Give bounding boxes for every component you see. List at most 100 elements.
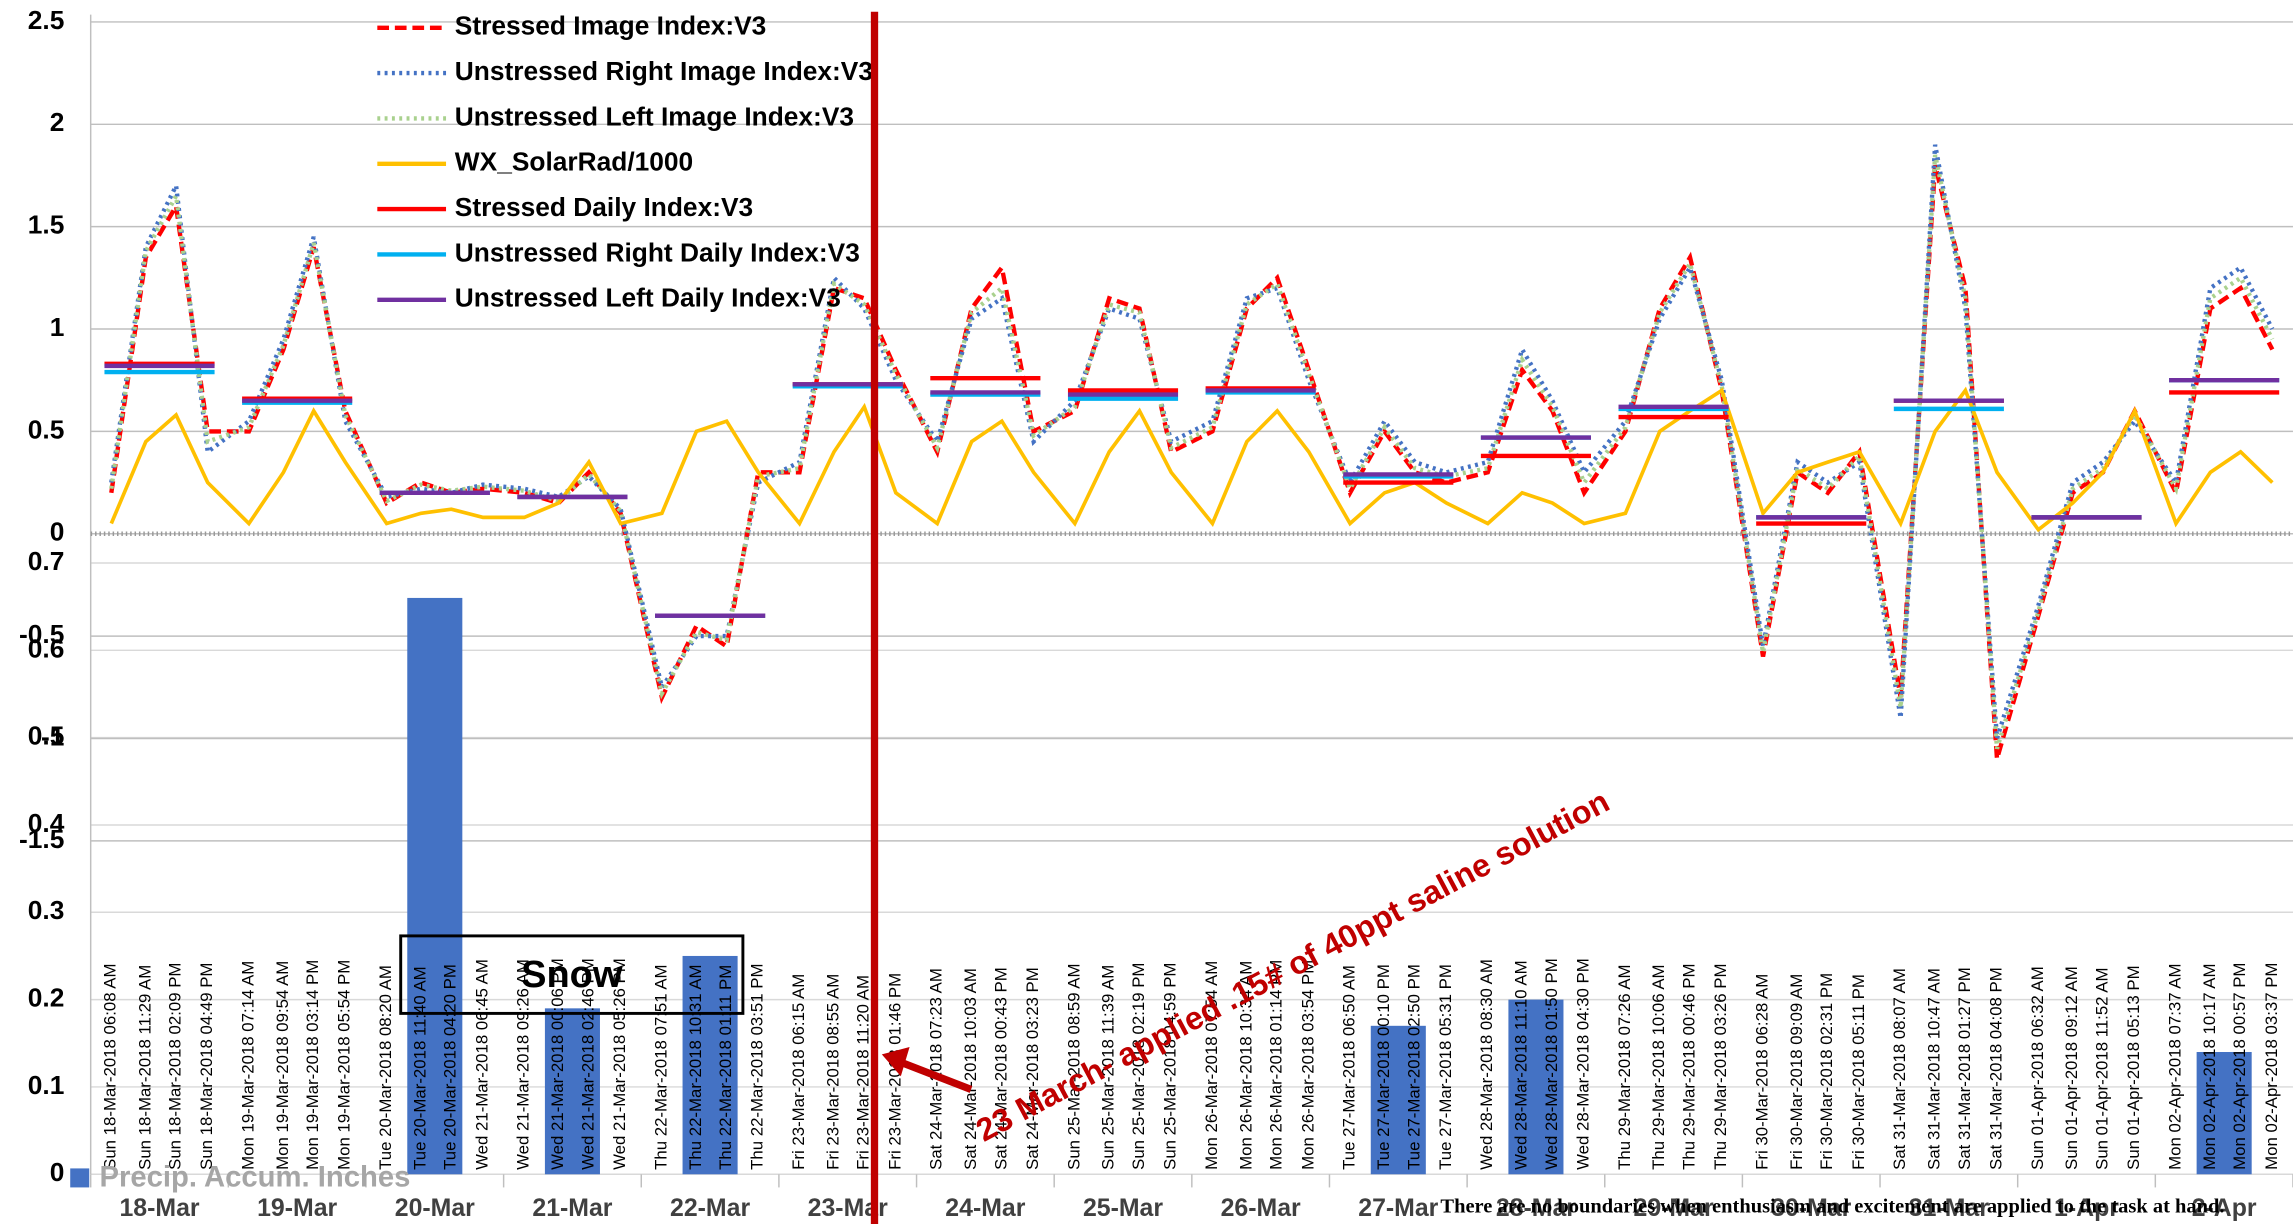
x-day-label: 20-Mar (395, 1195, 475, 1222)
arrow-shaft (898, 1058, 973, 1093)
footer: There are no boundaries when enthusiasm … (1440, 1196, 2224, 1218)
y2-tick-label: 0.2 (28, 983, 65, 1013)
x-tick-label: Fri 23-Mar-2018 01:46 PM (885, 973, 904, 1170)
x-tick-label: Sat 24-Mar-2018 00:43 PM (991, 967, 1010, 1170)
x-tick-label: Mon 26-Mar-2018 01:14 PM (1267, 960, 1286, 1170)
x-tick-label: Thu 22-Mar-2018 01:11 PM (716, 965, 735, 1170)
x-tick-label: Mon 26-Mar-2018 03:54 PM (1298, 960, 1317, 1170)
x-tick-label: Sat 24-Mar-2018 03:23 PM (1023, 967, 1042, 1170)
x-tick-label: Fri 23-Mar-2018 06:15 AM (789, 974, 808, 1170)
x-tick-label: Wed 28-Mar-2018 04:30 PM (1574, 958, 1593, 1170)
series-line (109, 164, 2275, 760)
x-tick-label: Thu 29-Mar-2018 07:26 AM (1615, 964, 1634, 1169)
legend-label: WX_SolarRad/1000 (455, 147, 693, 177)
arrow-head (881, 1047, 910, 1077)
y-tick-label: 2 (50, 107, 65, 137)
x-tick-label: Mon 19-Mar-2018 07:14 AM (238, 961, 257, 1170)
y2-tick-label: 0.3 (28, 895, 65, 925)
legend-label: Unstressed Left Daily Index:V3 (455, 283, 841, 313)
x-tick-label: Sun 01-Apr-2018 09:12 AM (2062, 966, 2081, 1170)
y-tick-label: 1 (50, 312, 65, 342)
x-day-label: 29-Mar (1634, 1195, 1714, 1222)
x-tick-label: Sat 31-Mar-2018 10:47 AM (1925, 968, 1944, 1170)
x-tick-label: Thu 29-Mar-2018 10:06 AM (1649, 964, 1668, 1169)
x-tick-label: Mon 02-Apr-2018 00:57 PM (2230, 963, 2249, 1170)
x-tick-label: Sun 18-Mar-2018 04:49 PM (197, 963, 216, 1170)
x-day-label: 22-Mar (670, 1195, 750, 1222)
legend-label: Stressed Daily Index:V3 (455, 192, 753, 222)
y-tick-label: 0.5 (28, 414, 65, 444)
y-tick-label: -0.5 (19, 619, 64, 649)
y-tick-label: 0 (50, 517, 65, 547)
x-tick-label: Sun 25-Mar-2018 04:59 PM (1161, 963, 1180, 1170)
bar (544, 1008, 600, 1175)
x-tick-label: Thu 22-Mar-2018 10:31 AM (686, 964, 705, 1169)
x-tick-label: Mon 02-Apr-2018 10:17 AM (2200, 964, 2219, 1170)
x-tick-label: Fri 23-Mar-2018 08:55 AM (823, 974, 842, 1170)
x-day-label: 21-Mar (532, 1195, 612, 1222)
x-tick-label: Tue 27-Mar-2018 00:10 PM (1374, 964, 1393, 1170)
x-tick-label: Wed 21-Mar-2018 02:46 PM (578, 958, 597, 1170)
x-tick-label: Tue 27-Mar-2018 06:50 AM (1339, 965, 1358, 1170)
x-tick-label: Sun 25-Mar-2018 11:39 AM (1099, 965, 1118, 1170)
x-tick-label: Sat 24-Mar-2018 07:23 AM (927, 968, 946, 1170)
bar (1508, 999, 1564, 1175)
x-tick-label: Wed 21-Mar-2018 00:06 PM (548, 958, 567, 1170)
x-tick-label: Wed 28-Mar-2018 11:10 AM (1512, 960, 1531, 1169)
x-day-label: 31-Mar (1909, 1195, 1989, 1222)
y2-tick-label: 0.1 (28, 1070, 65, 1100)
x-tick-label: Tue 20-Mar-2018 08:20 AM (376, 965, 395, 1170)
x-tick-label: Fri 30-Mar-2018 09:09 AM (1787, 974, 1806, 1170)
x-day-label: 2-Apr (2192, 1195, 2257, 1222)
y2-tick-label: 0.7 (28, 546, 65, 576)
legend-label: Stressed Image Index:V3 (455, 11, 767, 41)
x-tick-label: Sun 01-Apr-2018 06:32 AM (2028, 966, 2047, 1170)
y2-tick-label: 0.5 (28, 721, 65, 751)
y-tick-label: -1 (41, 721, 64, 751)
x-tick-label: Sat 31-Mar-2018 01:27 PM (1955, 967, 1974, 1170)
x-tick-label: Wed 28-Mar-2018 01:50 PM (1542, 958, 1561, 1170)
series-line (109, 154, 2275, 750)
legend-swatch (70, 1168, 90, 1188)
x-tick-label: Tue 27-Mar-2018 05:31 PM (1436, 964, 1455, 1170)
bar (682, 955, 738, 1175)
x-tick-label: Tue 20-Mar-2018 11:40 AM (410, 966, 429, 1170)
x-tick-label: Sat 31-Mar-2018 04:08 PM (1986, 967, 2005, 1170)
x-tick-label: Mon 26-Mar-2018 10:34 AM (1236, 961, 1255, 1170)
x-day-label: 27-Mar (1358, 1195, 1438, 1222)
y-tick-label: 1.5 (28, 210, 65, 240)
y-tick-label: 2.5 (28, 5, 65, 35)
x-day-label: 26-Mar (1221, 1195, 1301, 1222)
x-day-label: 19-Mar (257, 1195, 337, 1222)
x-tick-label: Mon 19-Mar-2018 09:54 AM (273, 961, 292, 1170)
x-tick-label: Sun 25-Mar-2018 02:19 PM (1129, 963, 1148, 1170)
x-day-label: 24-Mar (945, 1195, 1025, 1222)
legend-label: Precip. Accum. Inches (99, 1161, 410, 1193)
x-tick-label: Mon 26-Mar-2018 07:54 AM (1202, 961, 1221, 1170)
snow-box (399, 934, 745, 1015)
x-tick-label: Mon 19-Mar-2018 05:54 PM (335, 960, 354, 1170)
x-tick-label: Fri 30-Mar-2018 05:11 PM (1849, 974, 1868, 1170)
y2-tick-label: 0 (50, 1157, 65, 1187)
x-day-label: 25-Mar (1083, 1195, 1163, 1222)
x-day-label: 1-Apr (2054, 1195, 2119, 1222)
x-day-label: 18-Mar (119, 1195, 199, 1222)
x-tick-label: Wed 21-Mar-2018 05:26 PM (610, 958, 629, 1170)
y2-tick-label: 0.6 (28, 633, 65, 663)
x-tick-label: Thu 29-Mar-2018 00:46 PM (1679, 964, 1698, 1170)
x-tick-label: Wed 28-Mar-2018 08:30 AM (1477, 959, 1496, 1170)
x-tick-label: Wed 21-Mar-2018 09:26 AM (514, 959, 533, 1170)
legend-label: Unstressed Left Image Index:V3 (455, 101, 854, 131)
x-tick-label: Sun 18-Mar-2018 06:08 AM (101, 964, 120, 1170)
x-tick-label: Mon 02-Apr-2018 07:37 AM (2165, 964, 2184, 1170)
x-tick-label: Mon 19-Mar-2018 03:14 PM (303, 960, 322, 1170)
x-tick-label: Thu 22-Mar-2018 03:51 PM (748, 964, 767, 1170)
snow-label: Snow (521, 954, 623, 996)
x-tick-label: Sun 18-Mar-2018 11:29 AM (135, 965, 154, 1170)
x-tick-label: Sun 18-Mar-2018 02:09 PM (166, 963, 185, 1170)
y2-tick-label: 0.4 (28, 808, 65, 838)
x-tick-label: Sat 31-Mar-2018 08:07 AM (1890, 968, 1909, 1170)
x-tick-label: Wed 21-Mar-2018 06:45 AM (472, 959, 491, 1170)
